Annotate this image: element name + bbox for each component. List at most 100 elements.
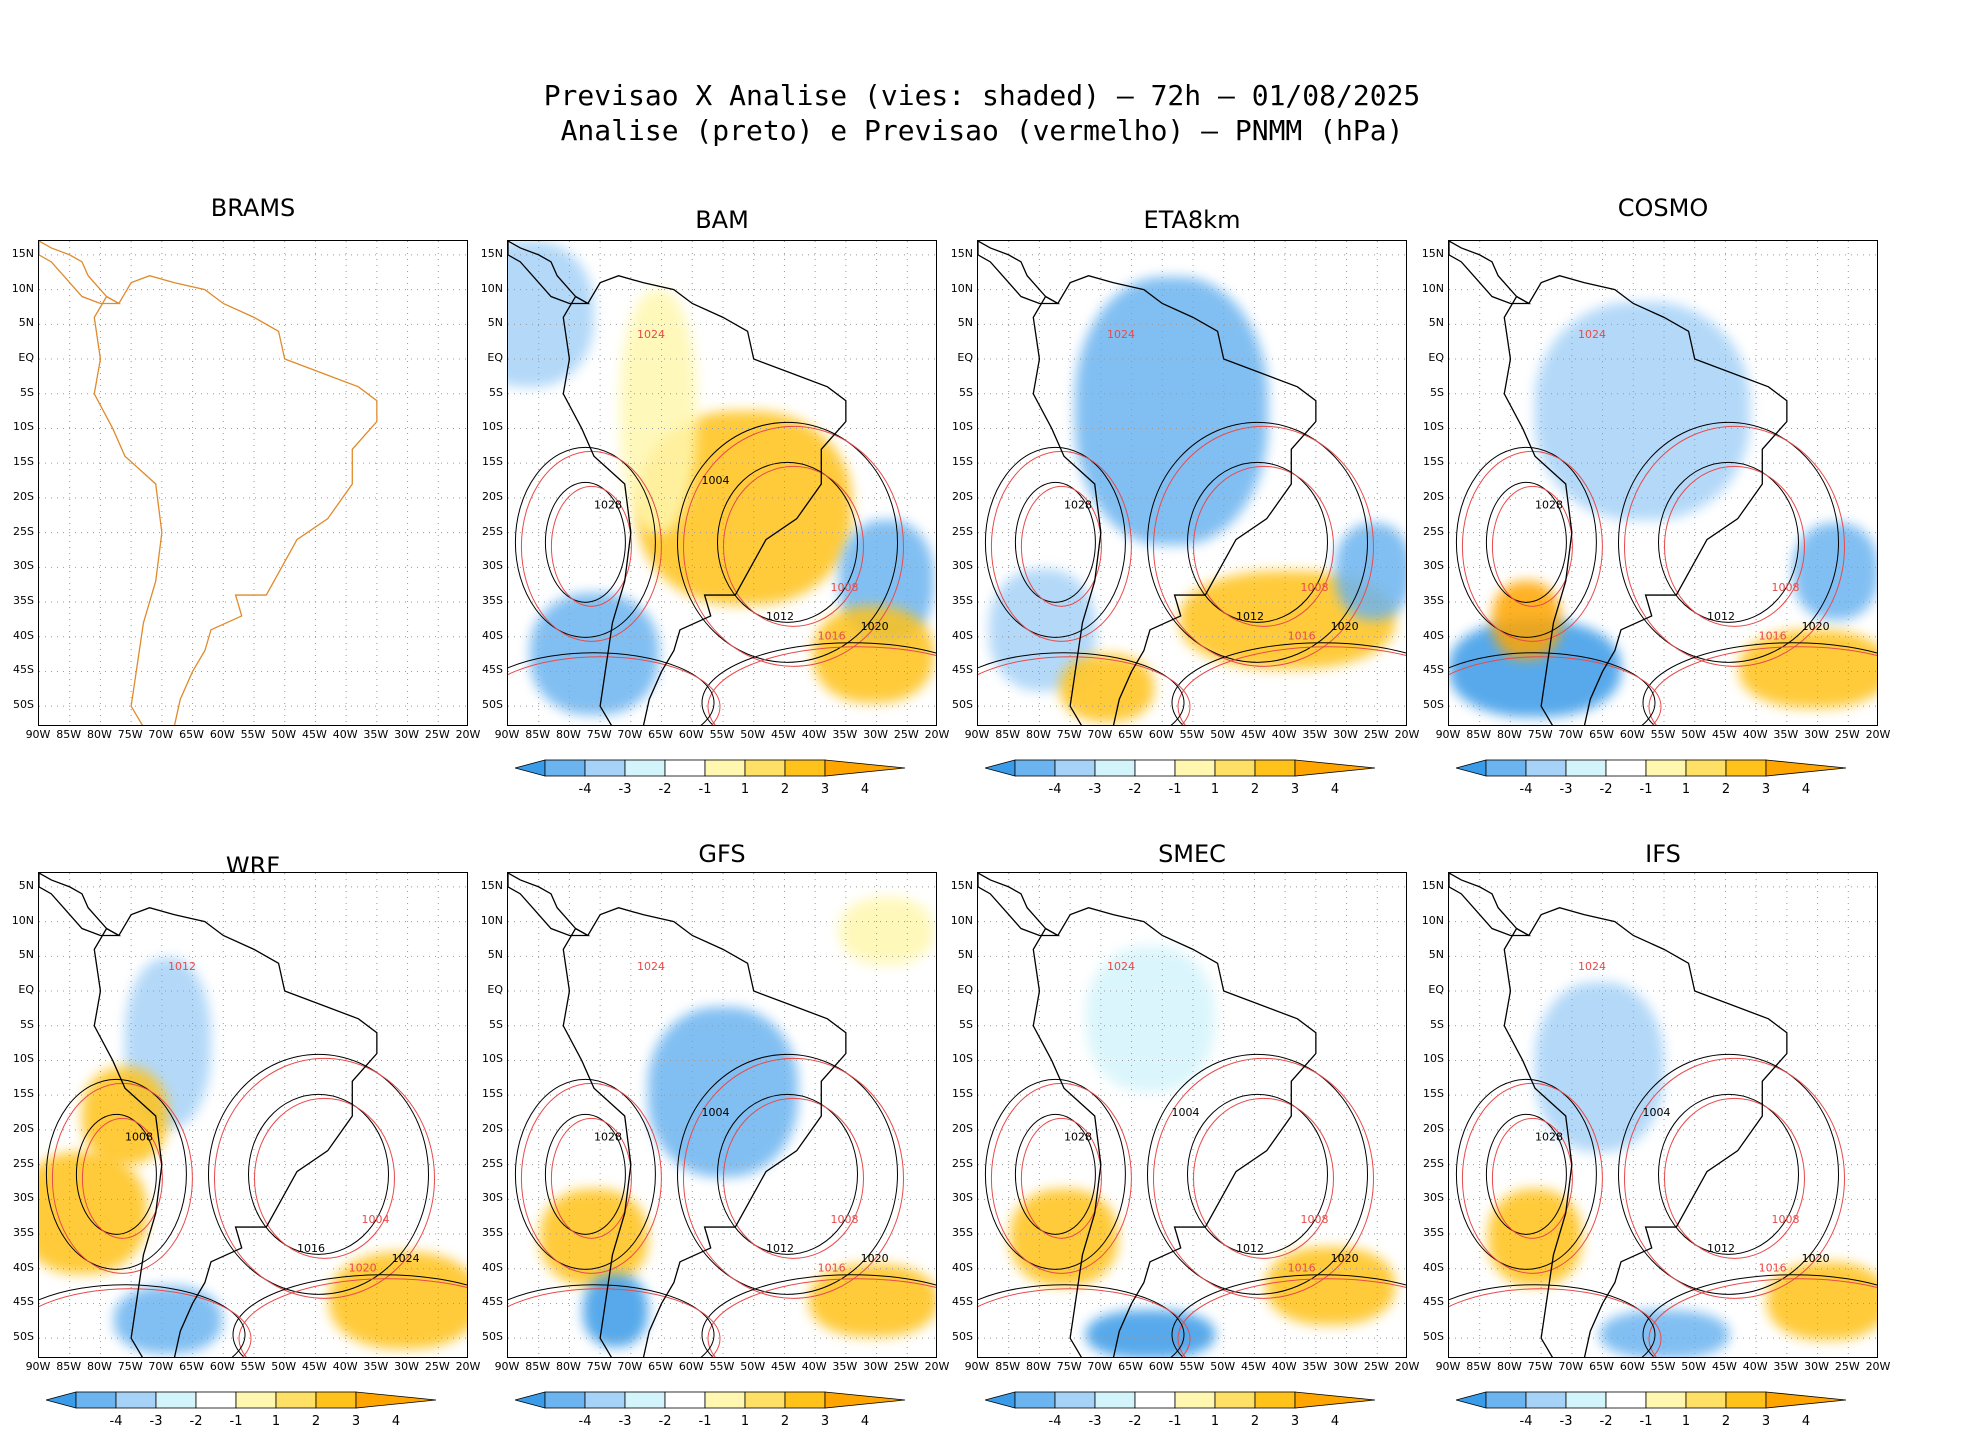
isobar-label: 1008 <box>1301 581 1329 594</box>
analysis-isobar <box>45 1078 187 1270</box>
isobar-label: 1020 <box>1331 1252 1359 1265</box>
forecast-isobar <box>683 425 904 667</box>
analysis-isobar <box>1658 461 1799 623</box>
lat-tick-label: 5S <box>1430 385 1444 399</box>
colorbar-swatch <box>1485 1391 1527 1409</box>
lon-tick-label: 30W <box>1804 728 1829 741</box>
lat-tick-label: 50S <box>482 698 503 712</box>
forecast-isobar <box>1664 1097 1805 1259</box>
isobar-label: 1028 <box>594 498 622 511</box>
map-bam: 1012 1016 1020 1024 1028 1008 1004 <box>507 240 937 726</box>
isobar-label: 1016 <box>1288 630 1316 643</box>
lon-tick-label: 30W <box>1333 1360 1358 1373</box>
analysis-isobar <box>1449 652 1656 725</box>
analysis-isobar <box>984 446 1126 638</box>
lat-tick-label: EQ <box>957 983 973 997</box>
figure-title-line1: Previsao X Analise (vies: shaded) – 72h … <box>543 79 1421 112</box>
colorbar-label: -2 <box>1599 782 1613 797</box>
colorbar-swatch <box>275 1391 317 1409</box>
lon-tick-label: 85W <box>995 728 1021 741</box>
forecast-isobar <box>1664 465 1805 627</box>
lon-tick-label: 60W <box>678 1360 704 1373</box>
lon-tick-label: 20W <box>455 1360 481 1373</box>
lon-tick-label: 85W <box>56 1360 82 1373</box>
colorbar-swatch <box>195 1391 237 1409</box>
lat-tick-label: 15S <box>482 455 503 469</box>
lat-tick-label: 5S <box>959 385 973 399</box>
analysis-isobar <box>1618 1053 1839 1295</box>
colorbar: -4 -3 -2 -1 1 2 3 4 <box>44 1390 466 1446</box>
isobar-label: 1020 <box>861 1252 889 1265</box>
lat-tick-label: 25S <box>482 1156 503 1170</box>
colorbar-label: -1 <box>1168 782 1182 797</box>
lon-tick-label: 80W <box>1496 728 1522 741</box>
lat-tick-label: 15S <box>952 1087 973 1101</box>
colorbar-label: 2 <box>1721 1414 1731 1429</box>
colorbar-swatch <box>1174 1391 1216 1409</box>
forecast-isobar <box>1449 1288 1662 1357</box>
analysis-isobar <box>248 1093 389 1255</box>
forecast-isobar <box>1153 1057 1374 1299</box>
forecast-isobar <box>1449 656 1662 725</box>
analysis-isobar <box>1187 1093 1328 1255</box>
lat-tick-label: 15N <box>480 246 503 260</box>
colorbar-label: -2 <box>1128 782 1142 797</box>
isobar-label: 1012 <box>1707 1242 1735 1255</box>
lat-tick-label: 5S <box>959 1017 973 1031</box>
lat-tick-label: 15N <box>480 878 503 892</box>
lon-tick-label: 80W <box>86 1360 112 1373</box>
forecast-isobar <box>1624 425 1845 667</box>
analysis-isobar <box>39 1284 246 1357</box>
colorbar-label: 1 <box>1210 1414 1220 1429</box>
lat-tick-label: 50S <box>1423 1330 1444 1344</box>
lon-tick-label: 35W <box>832 728 858 741</box>
panel-title-brams: BRAMS <box>210 194 296 222</box>
colorbar-label: -4 <box>1048 782 1062 797</box>
map-geography: 1012 1016 1020 1024 1028 1008 1004 <box>508 873 936 1357</box>
lat-tick-label: 45S <box>1423 663 1444 677</box>
colorbar: -4 -3 -2 -1 1 2 3 4 <box>983 1390 1405 1446</box>
lon-tick-label: 30W <box>863 1360 888 1373</box>
lon-tick-label: 25W <box>1363 1360 1389 1373</box>
map-geography: 1012 1016 1020 1024 1028 1008 1004 <box>978 873 1406 1357</box>
isobar-label: 1028 <box>594 1130 622 1143</box>
lat-tick-label: 5S <box>20 385 34 399</box>
colorbar-swatch <box>1645 1391 1687 1409</box>
colorbar-swatch <box>1645 759 1687 777</box>
lat-tick-label: 25S <box>482 524 503 538</box>
analysis-isobar <box>508 652 715 725</box>
colorbar-label: 4 <box>860 782 870 797</box>
isobar-label: 1024 <box>1107 328 1135 341</box>
map-eta8km: 1012 1016 1020 1024 1028 1008 <box>977 240 1407 726</box>
lat-tick-label: 10S <box>1423 420 1444 434</box>
lon-tick-label: 25W <box>424 728 450 741</box>
colorbar-label: 1 <box>1210 782 1220 797</box>
analysis-isobar <box>1642 642 1877 725</box>
isobar-label: 1008 <box>831 581 859 594</box>
colorbar-swatch <box>744 759 786 777</box>
forecast-isobar <box>51 1082 193 1274</box>
lat-tick-label: 40S <box>13 628 34 642</box>
lon-tick-label: 25W <box>1363 728 1389 741</box>
analysis-isobar <box>701 1274 936 1357</box>
colorbar-label: 3 <box>1761 1414 1771 1429</box>
lon-tick-label: 50W <box>740 1360 766 1373</box>
isobar-label: 1024 <box>637 960 665 973</box>
colorbar-label: -2 <box>189 1414 203 1429</box>
lat-tick-label: 45S <box>13 663 34 677</box>
lat-tick-label: 35S <box>952 1226 973 1240</box>
lat-tick-label: 10S <box>952 1052 973 1066</box>
lon-tick-label: 40W <box>801 728 827 741</box>
bias-shading <box>1085 1310 1215 1357</box>
colorbar-label: 1 <box>740 782 750 797</box>
forecast-isobar <box>254 1097 395 1259</box>
isobar-label: 1012 <box>168 960 196 973</box>
lon-tick-label: 35W <box>363 1360 389 1373</box>
colorbar-swatch <box>824 759 906 777</box>
forecast-isobar <box>508 656 721 725</box>
colorbar-label: -4 <box>1519 782 1533 797</box>
lat-tick-label: 40S <box>482 628 503 642</box>
analysis-isobar <box>1455 1078 1597 1270</box>
lon-tick-label: 90W <box>1435 728 1461 741</box>
analysis-isobar <box>1618 421 1839 663</box>
